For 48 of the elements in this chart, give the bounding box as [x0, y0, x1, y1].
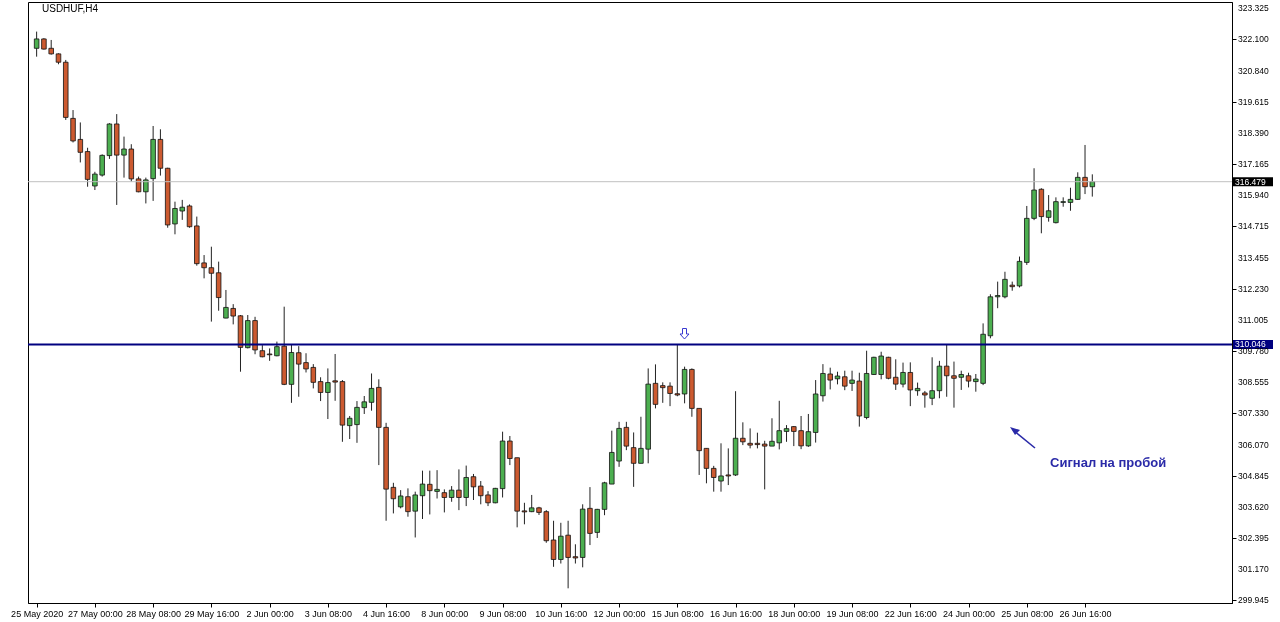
x-tick-label: 18 Jun 00:00: [768, 608, 821, 619]
candlestick: [441, 488, 448, 513]
annotation: Сигнал на пробой: [1050, 455, 1167, 470]
x-tick-label: 4 Jun 16:00: [363, 608, 411, 619]
y-tick-label: 313.455: [1238, 253, 1269, 264]
candlestick: [368, 372, 375, 412]
chart-title: USDHUF,H4: [42, 3, 99, 14]
candlestick: [652, 363, 659, 409]
x-tick-label: 22 Jun 16:00: [884, 608, 937, 619]
y-tick-label: 318.390: [1238, 128, 1269, 139]
candlestick: [419, 470, 426, 520]
y-tick-label: 312.230: [1238, 284, 1269, 295]
y-tick-label: 311.005: [1238, 315, 1269, 326]
y-tick-label: 320.840: [1238, 66, 1269, 77]
y-tick-label: 319.615: [1238, 97, 1269, 108]
x-tick-label: 8 Jun 00:00: [421, 608, 469, 619]
x-tick-label: 25 May 2020: [11, 608, 64, 619]
y-tick-label: 299.945: [1238, 595, 1269, 606]
x-tick-label: 24 Jun 00:00: [943, 608, 996, 619]
y-tick-label: 322.100: [1238, 34, 1269, 45]
x-tick-label: 19 Jun 08:00: [826, 608, 879, 619]
candlestick: [470, 473, 477, 501]
x-tick-label: 2 Jun 00:00: [246, 608, 294, 619]
x-tick-label: 16 Jun 16:00: [710, 608, 763, 619]
x-tick-label: 15 Jun 08:00: [651, 608, 704, 619]
x-tick-label: 26 Jun 16:00: [1059, 608, 1112, 619]
x-tick-label: 27 May 00:00: [68, 608, 123, 619]
y-tick-label: 315.940: [1238, 190, 1269, 201]
y-tick-label: 323.325: [1238, 3, 1269, 14]
y-tick-label: 302.395: [1238, 533, 1269, 544]
y-tick-label: 317.165: [1238, 159, 1269, 170]
y-tick-label: 307.330: [1238, 408, 1269, 419]
y-tick-label: 304.845: [1238, 471, 1269, 482]
ref-line-label: 316.479: [1235, 176, 1266, 187]
candlestick: [1067, 187, 1074, 212]
x-tick-label: 12 Jun 00:00: [593, 608, 646, 619]
x-tick-label: 25 Jun 08:00: [1001, 608, 1054, 619]
y-tick-label: 306.070: [1238, 440, 1269, 451]
candlestick: [186, 203, 193, 229]
x-tick-label: 9 Jun 08:00: [479, 608, 527, 619]
y-tick-label: 308.555: [1238, 377, 1269, 388]
y-tick-label: 303.620: [1238, 502, 1269, 513]
y-tick-label: 314.715: [1238, 221, 1269, 232]
x-tick-label: 29 May 16:00: [184, 608, 240, 619]
y-tick-label: 301.170: [1238, 564, 1269, 575]
x-tick-label: 3 Jun 08:00: [304, 608, 352, 619]
x-tick-label: 28 May 08:00: [126, 608, 181, 619]
x-tick-label: 10 Jun 16:00: [535, 608, 588, 619]
